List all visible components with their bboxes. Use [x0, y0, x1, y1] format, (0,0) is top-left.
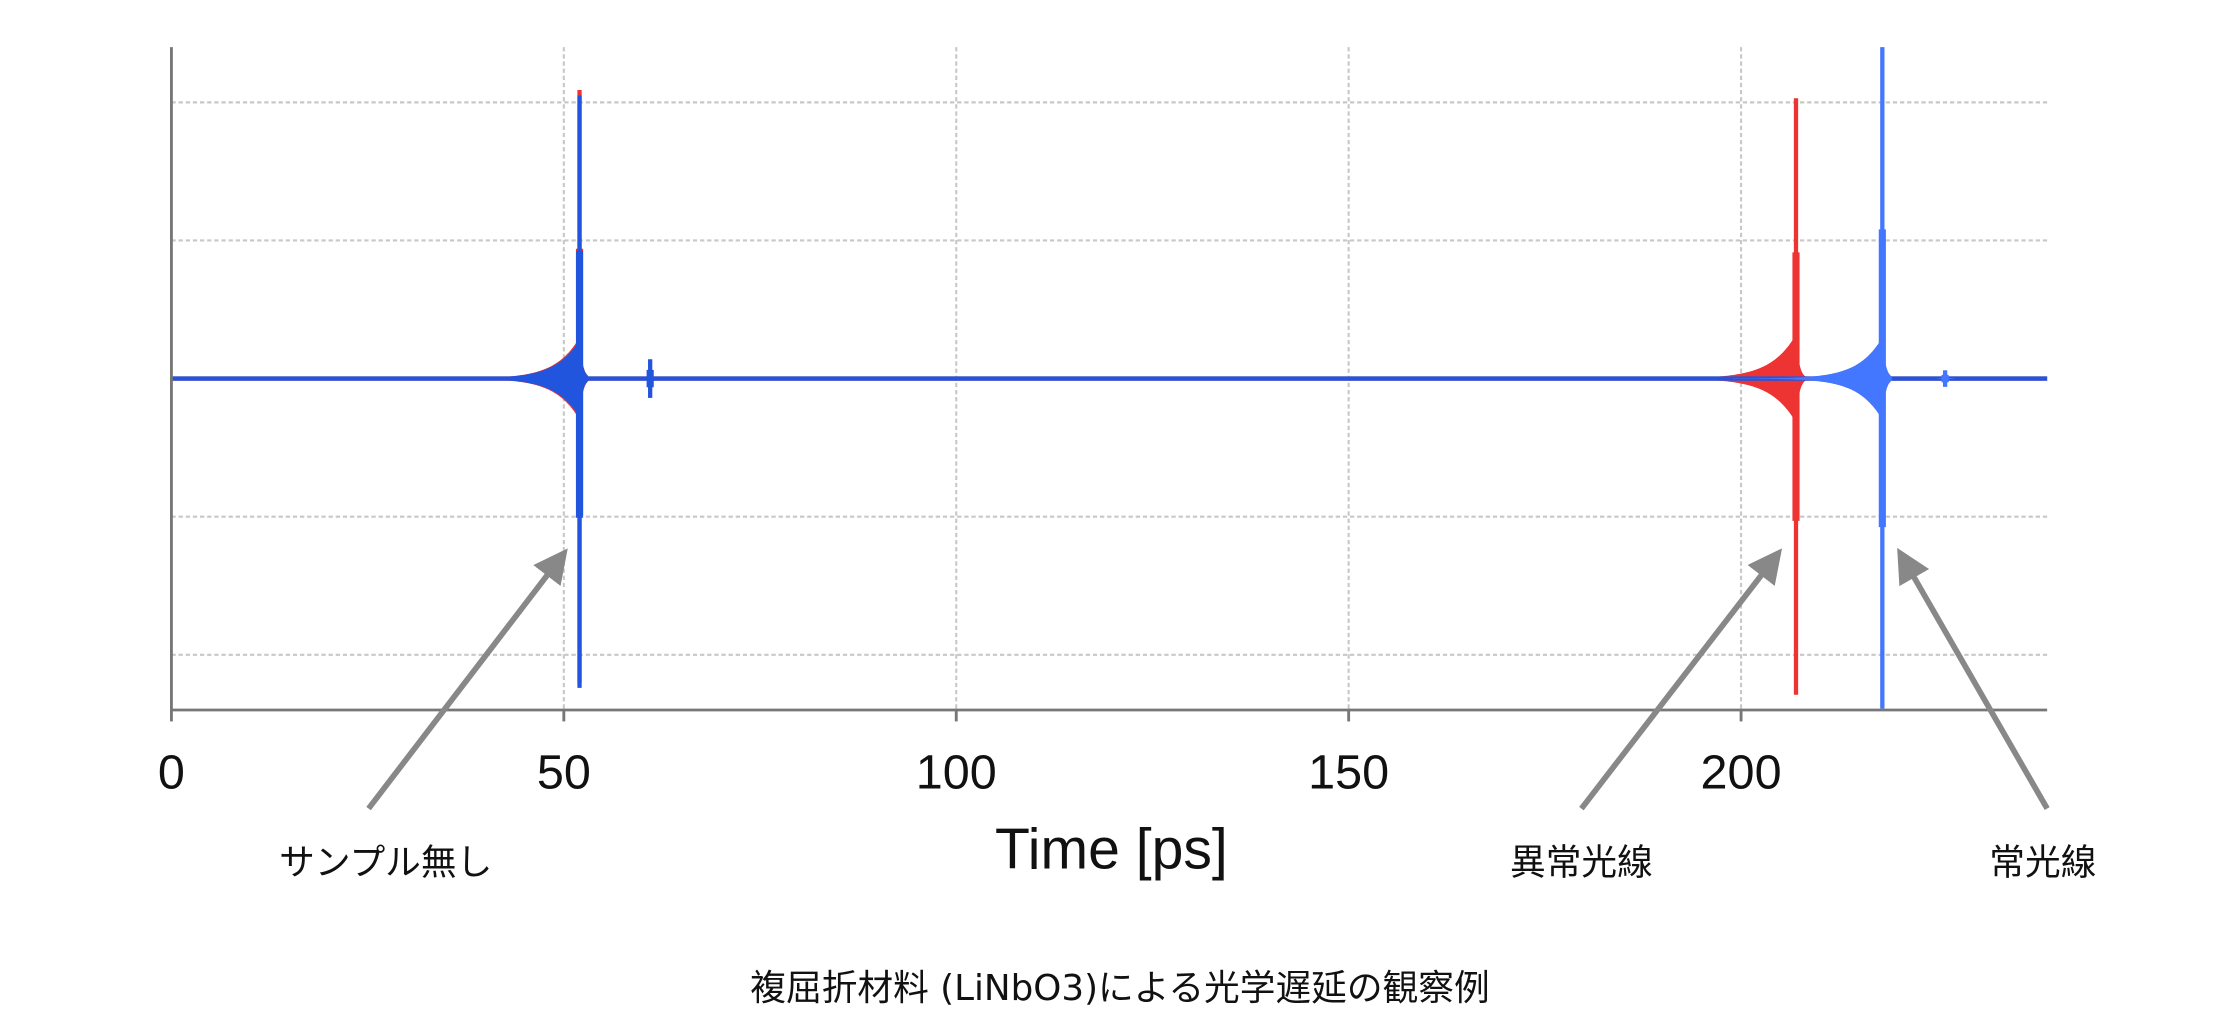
x-axis-label: Time [ps]	[995, 818, 1228, 882]
x-tick-label: 150	[1308, 746, 1389, 800]
x-tick-label: 50	[537, 746, 591, 800]
pulse-envelope	[1926, 375, 1955, 382]
pulse-envelope	[391, 339, 589, 418]
pulse-envelope	[1694, 337, 1892, 420]
annotation-label: 異常光線	[1510, 842, 1653, 883]
traces	[171, 47, 2048, 709]
annotation-arrow	[1897, 547, 2050, 810]
axes	[170, 47, 2048, 712]
annotation-label: 常光線	[1989, 842, 2096, 883]
annotations: サンプル無し 異常光線 常光線	[279, 547, 2096, 883]
annotation-arrow	[366, 548, 568, 811]
annotation-arrow	[1579, 548, 1783, 811]
annotation-label: サンプル無し	[279, 842, 492, 883]
x-tick-label: 0	[158, 746, 185, 800]
x-tick-label: 200	[1701, 746, 1782, 800]
caption: 複屈折材料 (LiNbO3)による光学遅延の観察例	[750, 968, 1489, 1009]
x-ticks: 0 50 100 150 200	[158, 710, 1782, 800]
x-tick-label: 100	[916, 746, 997, 800]
